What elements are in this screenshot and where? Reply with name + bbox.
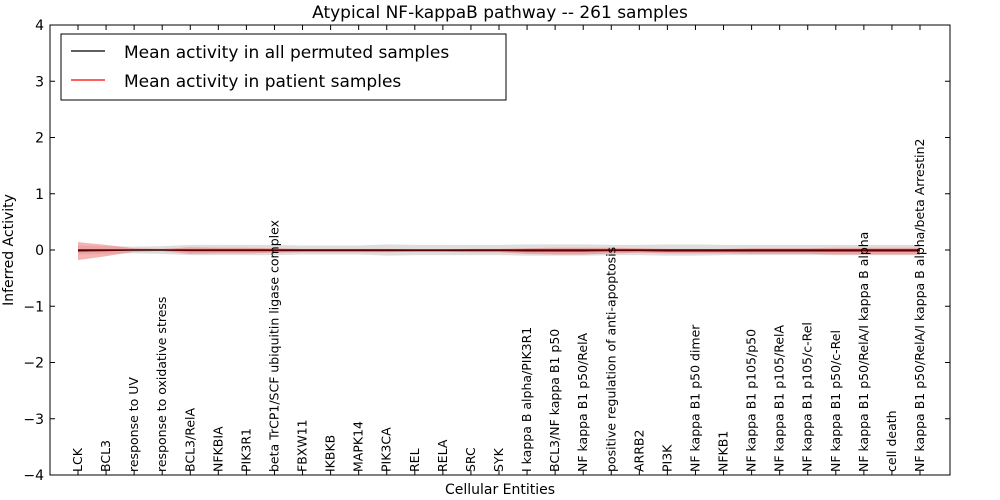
y-axis-label: Inferred Activity — [1, 194, 17, 306]
y-tick-label: −3 — [23, 412, 44, 428]
x-tick-label: BCL3/NF kappa B1 p50 — [547, 329, 562, 472]
x-tick-label: LCK — [70, 447, 85, 472]
y-tick-label: 2 — [35, 131, 44, 147]
x-tick-label: cell death — [884, 410, 899, 472]
x-tick-label: ARRB2 — [631, 430, 646, 472]
x-tick-label: NF kappa B1 p50 dimer — [688, 324, 703, 472]
x-tick-label: PI3K — [659, 444, 674, 472]
legend-label-permuted: Mean activity in all permuted samples — [124, 43, 449, 63]
x-tick-label: SRC — [463, 447, 478, 472]
x-tick-label: FBXW11 — [295, 419, 310, 472]
x-tick-label: response to UV — [126, 377, 141, 472]
x-tick-label: I kappa B alpha/PIK3R1 — [519, 327, 534, 472]
y-tick-label: 0 — [35, 243, 44, 259]
x-axis-label: Cellular Entities — [445, 482, 555, 498]
x-tick-label: REL — [407, 448, 422, 472]
x-tick-label: BCL3/RelA — [182, 408, 197, 472]
x-axis-tick-labels: LCK BCL3 response to UV response to oxidati… — [70, 25, 927, 475]
x-tick-label: RELA — [435, 439, 450, 472]
x-tick-label: NFKBIA — [210, 426, 225, 472]
series-lines — [77, 249, 920, 252]
y-axis-ticks: −4 −3 −2 −1 0 1 2 3 4 — [23, 18, 950, 484]
y-tick-label: 4 — [35, 18, 44, 34]
x-tick-label: NF kappa B1 p50/RelA/I kappa B alpha/bet… — [912, 139, 927, 473]
y-tick-label: −2 — [23, 356, 44, 372]
y-tick-label: 3 — [35, 74, 44, 90]
x-tick-label: NF kappa B1 p105/RelA — [772, 325, 787, 472]
x-tick-label: NFKB1 — [716, 431, 731, 472]
x-tick-label: NF kappa B1 p105/c-Rel — [800, 322, 815, 472]
legend: Mean activity in all permuted samples Me… — [60, 33, 507, 101]
y-tick-label: −1 — [23, 299, 44, 315]
x-tick-label: MAPK14 — [351, 421, 366, 472]
chart-title: Atypical NF-kappaB pathway -- 261 sample… — [312, 3, 688, 23]
x-tick-label: PIK3R1 — [238, 428, 253, 472]
x-tick-label: NF kappa B1 p50/RelA/I kappa B alpha — [856, 232, 871, 472]
y-tick-label: 1 — [35, 187, 44, 203]
x-tick-label: NF kappa B1 p50/c-Rel — [828, 330, 843, 472]
x-tick-label: SYK — [491, 447, 506, 472]
legend-label-patient: Mean activity in patient samples — [124, 72, 401, 92]
x-tick-label: IKBKB — [323, 435, 338, 472]
y-tick-label: −4 — [23, 468, 44, 484]
x-tick-label: response to oxidative stress — [154, 297, 169, 472]
x-tick-label: NF kappa B1 p50/RelA — [575, 332, 590, 472]
x-tick-label: beta TrCP1/SCF ubiquitin ligase complex — [267, 220, 282, 472]
x-tick-label: positive regulation of anti-apoptosis — [603, 247, 618, 472]
x-tick-label: BCL3 — [98, 440, 113, 472]
x-tick-label: NF kappa B1 p105/p50 — [744, 329, 759, 472]
x-tick-label: PIK3CA — [379, 427, 394, 472]
legend-box — [60, 33, 507, 101]
